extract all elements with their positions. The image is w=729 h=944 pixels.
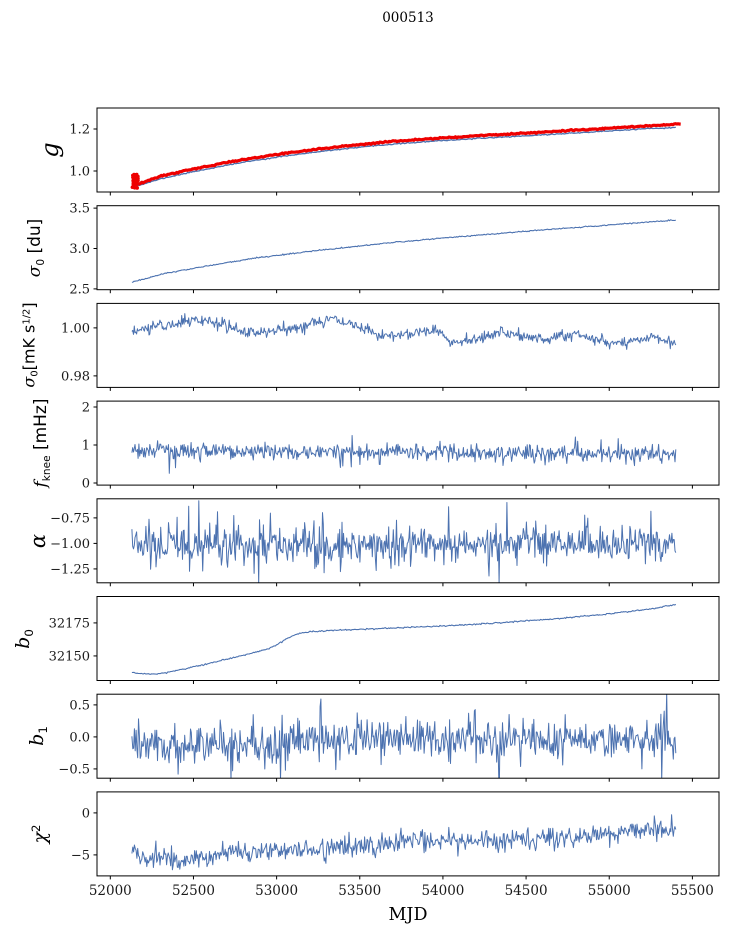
- y-tick-label: 1.2: [69, 123, 90, 138]
- panel-alpha: −0.75 −1.00 −1.25: [50, 498, 720, 587]
- y-tick-label: 32150: [49, 649, 90, 664]
- y-axis-label-segment: f: [31, 481, 52, 488]
- y-axis-label-segment: b: [11, 636, 34, 649]
- x-axis-label: MJD: [388, 905, 428, 925]
- y-tick-label: 2.5: [69, 282, 90, 297]
- panel-b1: 0.5 0.0 −0.5: [58, 693, 720, 782]
- y-axis-label-segment: 2: [29, 824, 44, 832]
- y-axis-label-segment: knee: [40, 455, 53, 482]
- panel-frame-g: [96, 107, 720, 193]
- y-axis-label-segment: [mK s: [19, 325, 39, 371]
- series-gain-calibrated-red-start-scatter: [136, 182, 140, 186]
- y-tick-label: 1.00: [61, 321, 90, 336]
- y-tick-label: −5: [71, 848, 90, 863]
- y-axis-label-segment: 1: [36, 726, 51, 734]
- series-sigma0-mks-line: [131, 313, 677, 350]
- x-tick-label: 54500: [505, 883, 548, 899]
- y-axis-label-segment: α: [26, 533, 50, 548]
- y-tick-label: −1.00: [50, 537, 90, 552]
- series-gain-calibrated-red-start-scatter: [135, 178, 139, 183]
- y-axis-label-segment: χ: [29, 831, 51, 844]
- y-axis-label-chi2: χ2: [29, 824, 51, 843]
- y-tick-label: 0.5: [69, 698, 90, 713]
- y-axis-label-segment: 0: [29, 370, 41, 378]
- y-tick-label: 0.0: [69, 730, 90, 745]
- panel-frame-alpha: [96, 498, 720, 584]
- y-axis-label-alpha: α: [26, 534, 50, 548]
- series-gain-calibrated-red-start-scatter: [133, 181, 137, 186]
- y-tick-label: −0.75: [50, 511, 90, 526]
- y-tick-label: 3.0: [69, 242, 90, 257]
- panel-frame-b1: [96, 693, 720, 779]
- series-fknee-line: [131, 435, 677, 474]
- panel-chi2: 52000 52500 53000 53500 54000 54500 55000 55500…: [71, 791, 720, 899]
- y-tick-label: 32175: [49, 616, 90, 631]
- x-tick-label: 54000: [421, 883, 464, 899]
- x-tick-label: 55500: [671, 883, 714, 899]
- series-chi2-line: [131, 814, 677, 871]
- y-axis-label-segment: ]: [19, 302, 39, 310]
- x-tick-label: 52000: [89, 883, 132, 899]
- y-axis-label-segment: 1/2: [21, 309, 33, 325]
- y-tick-label: 0: [82, 806, 90, 821]
- y-tick-label: 1.0: [69, 165, 90, 180]
- y-axis-label-b1: b1: [26, 726, 50, 746]
- series-gain-calibrated-red: [134, 122, 682, 187]
- y-tick-label: 0: [82, 477, 90, 492]
- series-gain-raw-blue: [131, 126, 676, 189]
- plot-title: 000513: [382, 10, 434, 26]
- x-tick-label: 55000: [588, 883, 631, 899]
- y-axis-label-segment: σ: [25, 265, 46, 277]
- y-axis-label-sigma0-du: σ0 [du]: [25, 218, 47, 277]
- series-sigma0-du-line: [131, 219, 676, 283]
- y-tick-label: 0.98: [61, 369, 90, 384]
- y-axis-label-segment: 0: [22, 628, 37, 637]
- y-axis-label-sigma0-mks: σ0[mK s1/2]: [19, 303, 40, 388]
- series-gain-calibrated-red-start-scatter: [132, 185, 136, 190]
- panel-frame-chi2: [96, 791, 720, 877]
- y-tick-label: −1.25: [50, 562, 90, 577]
- panel-b0: 32175 32150: [49, 596, 720, 684]
- x-tick-label: 53500: [338, 883, 381, 899]
- panel-frame-sigma0-mks: [96, 302, 720, 388]
- series-b1-line: [131, 694, 677, 779]
- y-axis-label-b0: b0: [12, 629, 36, 649]
- y-axis-label-g: g: [36, 142, 64, 157]
- panel-g: 1.2 1.0: [69, 107, 720, 196]
- y-tick-label: 3.5: [69, 202, 90, 217]
- y-axis-label-fknee: fknee [mHz]: [31, 399, 53, 488]
- x-tick-label: 53000: [255, 883, 298, 899]
- x-tick-label: 52500: [172, 883, 215, 899]
- panel-sigma0-mks: 1.00 0.98: [61, 302, 720, 391]
- y-tick-label: −0.5: [58, 762, 90, 777]
- series-gain-calibrated-red-start-scatter: [135, 186, 139, 190]
- series-alpha-line: [131, 500, 677, 583]
- y-axis-label-segment: b: [25, 733, 48, 747]
- y-axis-label-segment: σ: [19, 377, 39, 388]
- panel-frame-b0: [96, 596, 720, 681]
- panel-frame-fknee: [96, 400, 720, 486]
- y-axis-label-segment: 0: [34, 258, 47, 266]
- series-gain-calibrated-red-start-scatter: [133, 174, 138, 179]
- panel-sigma0-du: 3.5 3.0 2.5: [69, 202, 720, 297]
- y-axis-label-segment: [du]: [25, 218, 46, 259]
- panel-fknee: 2 1 0: [82, 400, 720, 492]
- y-axis-label-segment: g: [36, 142, 64, 158]
- panel-frame-sigma0-du: [96, 205, 720, 291]
- y-axis-label-segment: [mHz]: [31, 398, 52, 456]
- y-tick-label: 1: [82, 439, 90, 454]
- series-b0-line: [131, 603, 677, 675]
- y-tick-label: 2: [82, 400, 90, 415]
